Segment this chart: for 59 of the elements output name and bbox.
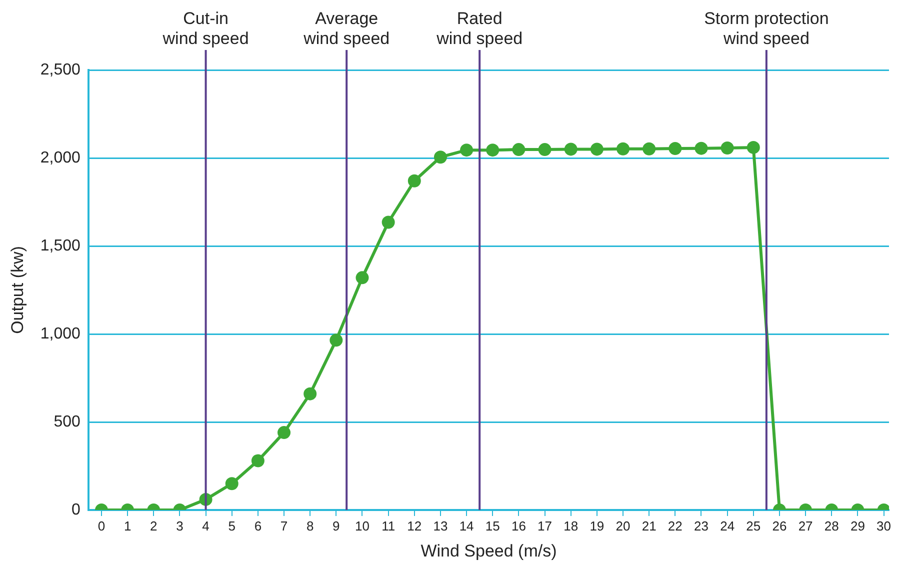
x-tick-label: 12 (407, 518, 422, 534)
ref-line-label: Cut-in wind speed (162, 9, 249, 48)
ref-line-label: Rated wind speed (436, 9, 523, 48)
point (382, 216, 395, 229)
x-tick-label: 13 (433, 518, 448, 534)
point (486, 144, 500, 157)
x-tick-label: 14 (459, 518, 474, 534)
x-tick-label: 0 (98, 518, 106, 534)
x-tick-label: 17 (538, 518, 552, 534)
point (720, 141, 734, 154)
x-tick-label: 21 (642, 518, 656, 534)
x-tick-label: 6 (254, 518, 262, 534)
point (538, 143, 552, 156)
x-tick-label: 27 (798, 518, 813, 534)
y-tick-label: 2,000 (40, 149, 81, 166)
x-tick-label: 24 (720, 518, 735, 534)
x-tick-label: 2 (150, 518, 158, 534)
point (642, 142, 656, 156)
y-axis-title: Output (kw) (8, 246, 27, 334)
x-tick-label: 5 (228, 518, 236, 534)
x-tick-label: 22 (668, 518, 682, 534)
x-tick-label: 25 (746, 518, 761, 534)
point (616, 142, 630, 156)
x-tick-label: 20 (616, 518, 630, 534)
point (434, 150, 447, 164)
x-tick-label: 29 (850, 518, 865, 534)
x-tick-label: 23 (694, 518, 708, 534)
y-tick-label: 0 (72, 501, 81, 518)
x-tick-label: 9 (332, 518, 340, 534)
x-tick-label: 8 (306, 518, 314, 534)
x-tick-label: 7 (280, 518, 288, 534)
point (694, 142, 708, 155)
x-tick-label: 19 (590, 518, 604, 534)
x-tick-label: 4 (202, 518, 210, 534)
point (356, 271, 369, 284)
y-tick-label: 1,500 (40, 237, 81, 254)
y-tick-label: 1,000 (40, 325, 81, 342)
point (460, 144, 474, 157)
x-tick-label: 3 (176, 518, 184, 534)
ref-line-label: Average wind speed (302, 9, 390, 48)
ref-line-label: Storm protection wind speed (704, 9, 829, 48)
x-tick-label: 28 (824, 518, 839, 534)
x-tick-label: 10 (355, 518, 370, 534)
x-axis-title: Wind Speed (m/s) (420, 541, 557, 560)
x-tick-label: 15 (485, 518, 500, 534)
x-tick-label: 18 (564, 518, 578, 534)
point (590, 142, 604, 156)
point (564, 142, 578, 156)
x-tick-label: 26 (772, 518, 787, 534)
x-tick-label: 30 (876, 518, 892, 534)
y-tick-label: 500 (54, 413, 81, 430)
y-tick-label: 2,500 (40, 61, 81, 78)
point (746, 140, 760, 154)
point (668, 142, 682, 155)
x-tick-label: 11 (382, 518, 396, 534)
point (408, 174, 421, 188)
point (512, 143, 526, 156)
x-tick-label: 1 (124, 518, 132, 534)
x-tick-label: 16 (511, 518, 526, 534)
